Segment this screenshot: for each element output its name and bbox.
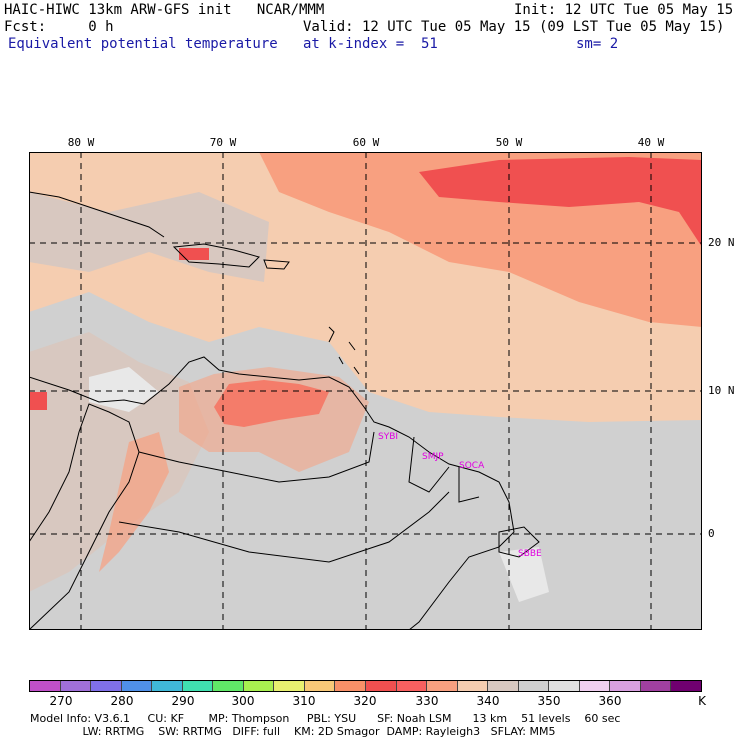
colorbar-segment xyxy=(121,681,153,691)
model-info-line1: Model Info: V3.6.1 CU: KF MP: Thompson P… xyxy=(30,712,621,725)
valid-time: Valid: 12 UTC Tue 05 May 15 (09 LST Tue … xyxy=(303,19,725,35)
colorbar-segment xyxy=(671,681,702,691)
border-guyana xyxy=(408,436,450,493)
colorbar-segment xyxy=(335,681,367,691)
puerto-rico-coast xyxy=(263,259,290,270)
colorbar-segment xyxy=(274,681,305,691)
field-red-hispaniola xyxy=(179,248,209,260)
lon-label-70w: 70 W xyxy=(209,136,237,149)
colorbar-segment xyxy=(60,681,92,691)
field-light-patch-1 xyxy=(89,367,159,412)
hispaniola-coast xyxy=(172,243,260,268)
field-salmon-andes xyxy=(99,432,169,572)
colorbar-segment xyxy=(182,681,214,691)
colorbar-segment xyxy=(304,681,336,691)
colorbar-tick-270: 270 xyxy=(49,694,73,708)
colorbar-tick-350: 350 xyxy=(537,694,561,708)
station-sybi: SYBI xyxy=(378,432,398,442)
lon-label-50w: 50 W xyxy=(495,136,523,149)
colorbar-tick-300: 300 xyxy=(231,694,255,708)
border-venezuela-brazil xyxy=(138,431,375,483)
colorbar-segment xyxy=(91,681,122,691)
forecast-hour: Fcst: 0 h xyxy=(4,19,114,35)
lat-label-0: 0 xyxy=(708,527,715,540)
field-red-north xyxy=(419,157,702,247)
colorbar xyxy=(29,680,702,692)
colorbar-segment xyxy=(457,681,489,691)
lat-label-20n: 20 N xyxy=(708,236,735,249)
lon-label-40w: 40 W xyxy=(637,136,665,149)
field-red-panama xyxy=(29,392,47,410)
lon-label-60w: 60 W xyxy=(352,136,380,149)
colorbar-segment xyxy=(610,681,641,691)
colorbar-segment xyxy=(488,681,519,691)
colorbar-segment xyxy=(213,681,244,691)
graticule xyxy=(29,152,702,630)
cuba-coast xyxy=(29,191,165,238)
plot-title: HAIC-HIWC 13km ARW-GFS init NCAR/MMM xyxy=(4,2,325,18)
field-name: Equivalent potential temperature xyxy=(8,36,278,52)
colorbar-tick-330: 330 xyxy=(415,694,439,708)
colorbar-segment xyxy=(30,681,61,691)
colorbar-unit: K xyxy=(698,694,706,708)
colorbar-segment xyxy=(640,681,672,691)
pacific-coast xyxy=(29,403,140,630)
coastlines xyxy=(29,191,540,630)
colorbar-tick-340: 340 xyxy=(476,694,500,708)
colorbar-segment xyxy=(396,681,428,691)
model-info-line2: LW: RRTMG SW: RRTMG DIFF: full KM: 2D Sm… xyxy=(30,725,556,738)
colorbar-tick-290: 290 xyxy=(171,694,195,708)
colorbar-segment xyxy=(549,681,580,691)
colorbar-tick-280: 280 xyxy=(110,694,134,708)
theta-e-map: SYBI SMJP SOCA SBBE xyxy=(29,152,702,630)
station-smjp: SMJP xyxy=(422,452,444,462)
smoothing: sm= 2 xyxy=(576,36,619,52)
colorbar-segment xyxy=(152,681,183,691)
level-index: at k-index = 51 xyxy=(303,36,438,52)
init-time: Init: 12 UTC Tue 05 May 15 xyxy=(514,2,734,18)
colorbar-segment xyxy=(427,681,458,691)
colorbar-tick-320: 320 xyxy=(353,694,377,708)
station-sbbe: SBBE xyxy=(518,549,542,559)
colorbar-tick-360: 360 xyxy=(598,694,622,708)
lat-label-10n: 10 N xyxy=(708,384,735,397)
colorbar-tick-310: 310 xyxy=(292,694,316,708)
map-frame xyxy=(29,152,702,630)
colorbar-segment xyxy=(579,681,611,691)
field-tan-south xyxy=(29,332,209,592)
border-suriname xyxy=(458,467,480,503)
field-light-patch-2 xyxy=(499,547,549,602)
colorbar-segment xyxy=(243,681,275,691)
colorbar-segment xyxy=(366,681,397,691)
colorbar-segment xyxy=(518,681,550,691)
lon-label-80w: 80 W xyxy=(67,136,95,149)
field-salmon-venezuela xyxy=(179,367,369,472)
lesser-antilles xyxy=(328,326,360,375)
marajo-island xyxy=(498,526,540,558)
station-soca: SOCA xyxy=(459,461,485,471)
border-brazil-north xyxy=(118,491,450,563)
